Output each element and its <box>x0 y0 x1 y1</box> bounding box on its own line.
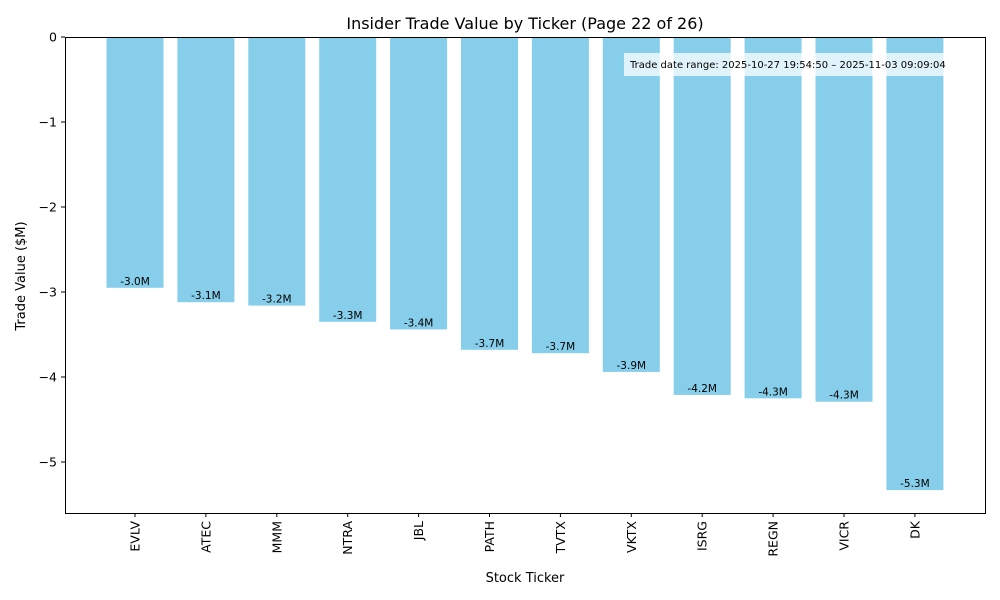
bar-jbl <box>390 37 448 330</box>
bar-isrg <box>673 37 731 395</box>
bars <box>106 37 944 491</box>
y-tick-label: −5 <box>39 455 57 470</box>
bar-value-label: -3.4M <box>404 317 434 329</box>
x-tick-label: REGN <box>766 521 781 557</box>
bar-data-labels: -3.0M -3.1M -3.2M -3.3M -3.4M -3.7M -3.7M -3.9M… <box>120 276 929 490</box>
bar-value-label: -3.7M <box>546 341 576 353</box>
bar-mmm <box>248 37 306 306</box>
x-tick-label: MMM <box>269 521 284 553</box>
bar-vktx <box>602 37 660 372</box>
x-tick-label: JBL <box>411 521 426 541</box>
y-tick-label: −2 <box>39 200 57 215</box>
x-tick-label: PATH <box>482 521 497 552</box>
plot-area: -3.0M -3.1M -3.2M -3.3M -3.4M -3.7M -3.7M -3.9M… <box>39 30 986 557</box>
bar-value-label: -4.2M <box>687 383 717 395</box>
date-range-annotation: Trade date range: 2025-10-27 19:54:50 – … <box>624 53 985 76</box>
y-axis: 0 −1 −2 −3 −4 −5 <box>39 30 65 470</box>
x-axis: EVLV ATEC MMM NTRA JBL PATH TVTX VKTX ISRG REGN VI… <box>128 513 922 557</box>
x-tick-label: DK <box>907 520 922 539</box>
bar-value-label: -3.7M <box>475 338 505 350</box>
bar-tvtx <box>531 37 589 354</box>
bar-regn <box>744 37 802 399</box>
bar-value-label: -3.0M <box>120 276 150 288</box>
bar-path <box>461 37 518 350</box>
annotation-box <box>624 53 985 76</box>
x-tick-label: VICR <box>837 521 852 551</box>
y-tick-label: −3 <box>39 285 57 300</box>
bar-value-label: -3.1M <box>191 290 221 302</box>
chart-title: Insider Trade Value by Ticker (Page 22 o… <box>346 14 703 33</box>
bar-evlv <box>106 37 164 288</box>
y-tick-label: −4 <box>39 370 57 385</box>
bar-value-label: -3.2M <box>262 294 292 306</box>
x-tick-label: EVLV <box>128 521 143 552</box>
x-tick-label: ISRG <box>695 521 710 551</box>
x-tick-label: TVTX <box>553 521 568 555</box>
bar-value-label: -4.3M <box>829 390 859 402</box>
bar-atec <box>177 37 235 303</box>
plot-frame <box>65 37 986 514</box>
y-axis-label: Trade Value ($M) <box>14 221 29 331</box>
bar-dk <box>886 37 944 491</box>
x-tick-label: VKTX <box>624 521 639 553</box>
y-tick-label: 0 <box>49 30 57 45</box>
bar-value-label: -4.3M <box>758 386 788 398</box>
x-tick-label: NTRA <box>340 521 355 555</box>
x-axis-label: Stock Ticker <box>486 571 565 586</box>
y-tick-label: −1 <box>39 115 57 130</box>
bar-ntra <box>319 37 377 322</box>
bar-vicr <box>815 37 873 402</box>
bar-value-label: -3.9M <box>617 360 647 372</box>
bar-value-label: -3.3M <box>333 310 363 322</box>
bar-value-label: -5.3M <box>900 478 930 490</box>
annotation-text: Trade date range: 2025-10-27 19:54:50 – … <box>629 60 946 71</box>
x-tick-label: ATEC <box>198 521 213 553</box>
